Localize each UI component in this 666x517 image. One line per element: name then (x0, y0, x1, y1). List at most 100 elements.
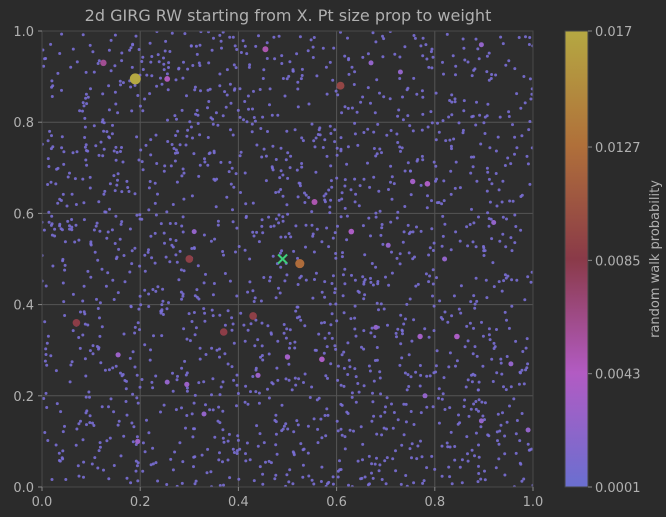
background-point (524, 346, 528, 350)
background-point (389, 129, 393, 132)
background-point (519, 195, 523, 198)
background-point (63, 263, 67, 267)
background-point (138, 385, 142, 389)
background-point (481, 364, 485, 368)
background-point (133, 83, 137, 87)
background-point (44, 284, 48, 288)
background-point (243, 100, 247, 103)
background-point (330, 185, 334, 189)
background-point (210, 346, 214, 350)
background-point (522, 477, 526, 481)
background-point (68, 227, 71, 231)
background-point (370, 462, 374, 466)
background-point (163, 49, 167, 53)
background-point (99, 140, 103, 144)
background-point (70, 225, 74, 229)
background-point (400, 328, 404, 332)
background-point (175, 260, 179, 264)
background-point (177, 278, 181, 282)
background-point (103, 368, 107, 372)
background-point (353, 278, 357, 282)
background-point (298, 35, 302, 39)
background-point (257, 240, 261, 244)
background-point (231, 447, 235, 451)
background-point (508, 199, 512, 203)
background-point (429, 50, 433, 54)
background-point (292, 249, 296, 253)
background-point (88, 175, 92, 179)
background-point (394, 449, 397, 453)
background-point (441, 60, 444, 64)
background-point (185, 337, 189, 341)
background-point (254, 390, 258, 394)
background-point (378, 376, 382, 380)
background-point (271, 168, 275, 172)
background-point (396, 327, 400, 331)
background-point (42, 64, 46, 68)
background-point (359, 100, 363, 104)
highlighted-point (262, 46, 269, 53)
background-point (243, 339, 247, 343)
background-point (449, 192, 453, 196)
background-point (285, 77, 289, 81)
background-point (300, 162, 304, 165)
background-point (325, 407, 329, 411)
background-point (250, 122, 254, 126)
background-point (399, 149, 402, 153)
background-point (91, 50, 95, 54)
background-point (458, 186, 462, 190)
background-point (153, 181, 157, 185)
background-point (167, 301, 170, 305)
background-point (435, 349, 439, 353)
background-point (133, 246, 137, 250)
background-point (114, 145, 118, 149)
x-axis-ticks: 0.0 0.2 0.4 0.6 0.8 1.0 (32, 487, 543, 510)
background-point (252, 89, 255, 93)
background-point (238, 447, 242, 451)
background-point (494, 73, 498, 77)
background-point (366, 52, 370, 56)
background-point (354, 192, 358, 196)
background-point (530, 146, 533, 150)
background-point (494, 149, 498, 153)
background-point (333, 287, 337, 291)
x-tick-label: 0.2 (130, 495, 151, 510)
background-point (192, 427, 195, 431)
highlighted-point (385, 242, 391, 248)
background-point (285, 273, 289, 277)
background-point (316, 427, 320, 431)
background-point (279, 188, 283, 191)
background-point (244, 459, 248, 463)
background-point (177, 67, 181, 71)
background-point (138, 328, 141, 332)
background-point (88, 186, 92, 190)
background-point (235, 404, 238, 408)
background-point (196, 264, 200, 268)
background-point (269, 225, 273, 229)
background-point (118, 237, 122, 241)
background-point (165, 483, 169, 486)
background-point (437, 421, 441, 425)
background-point (424, 272, 428, 276)
background-point (281, 194, 285, 198)
background-point (419, 439, 422, 443)
background-point (283, 94, 287, 98)
background-point (46, 183, 50, 186)
background-point (448, 406, 452, 410)
background-point (501, 215, 505, 219)
background-point (81, 33, 85, 37)
background-point (140, 378, 144, 381)
background-point (183, 32, 187, 36)
background-point (135, 464, 139, 468)
background-point (473, 454, 476, 458)
background-point (353, 70, 357, 74)
background-point (381, 55, 385, 59)
background-point (526, 362, 530, 366)
background-point (366, 86, 370, 90)
background-point (204, 353, 208, 356)
background-point (487, 177, 491, 181)
background-point (234, 66, 238, 70)
background-point (461, 37, 465, 41)
background-point (221, 31, 225, 34)
background-point (342, 311, 346, 315)
